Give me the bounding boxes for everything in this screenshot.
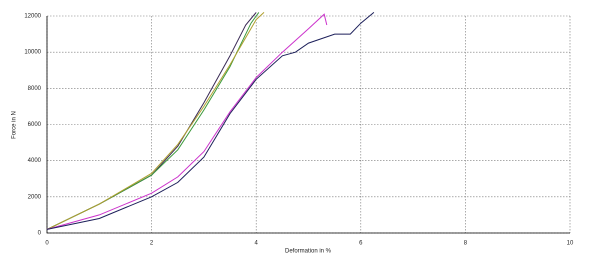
axes bbox=[46, 16, 570, 234]
y-tick-label: 4000 bbox=[28, 158, 42, 164]
x-tick-label: 8 bbox=[464, 241, 468, 247]
y-axis-label: Force in N bbox=[12, 111, 18, 139]
x-tick-label: 4 bbox=[255, 241, 259, 247]
y-tick-label: 2000 bbox=[28, 194, 42, 200]
x-tick-label: 6 bbox=[359, 241, 363, 247]
x-tick-label: 0 bbox=[45, 241, 49, 247]
y-tick-label: 8000 bbox=[28, 86, 42, 92]
y-tick-label: 10000 bbox=[24, 50, 41, 56]
x-tick-label: 10 bbox=[567, 241, 574, 247]
series-line bbox=[46, 12, 375, 230]
x-axis-label: Deformation in % bbox=[285, 249, 332, 255]
y-tick-label: 12000 bbox=[24, 14, 41, 20]
y-tick-label: 0 bbox=[38, 231, 42, 237]
x-tick-label: 2 bbox=[150, 241, 154, 247]
series-line bbox=[46, 12, 265, 230]
y-tick-label: 6000 bbox=[28, 122, 42, 128]
series-line bbox=[46, 13, 328, 230]
